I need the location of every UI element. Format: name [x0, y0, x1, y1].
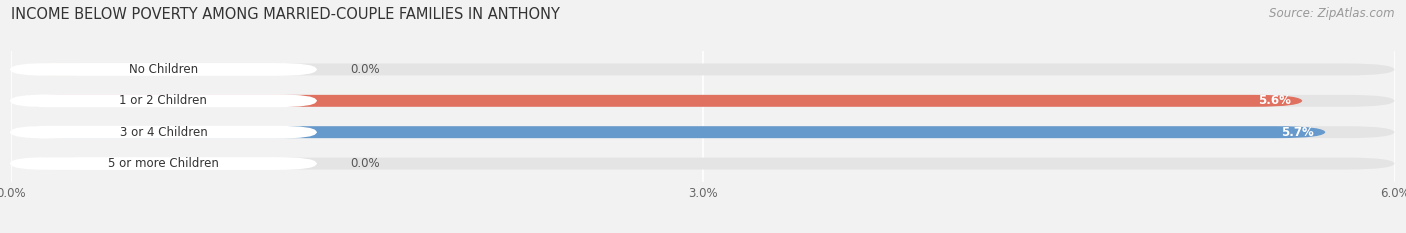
FancyBboxPatch shape — [11, 95, 1395, 107]
FancyBboxPatch shape — [11, 158, 108, 170]
Text: INCOME BELOW POVERTY AMONG MARRIED-COUPLE FAMILIES IN ANTHONY: INCOME BELOW POVERTY AMONG MARRIED-COUPL… — [11, 7, 560, 22]
Text: Source: ZipAtlas.com: Source: ZipAtlas.com — [1270, 7, 1395, 20]
Text: 1 or 2 Children: 1 or 2 Children — [120, 94, 207, 107]
Text: 0.0%: 0.0% — [350, 63, 380, 76]
FancyBboxPatch shape — [11, 64, 108, 75]
Text: 0.0%: 0.0% — [350, 157, 380, 170]
Text: 5.7%: 5.7% — [1281, 126, 1315, 139]
FancyBboxPatch shape — [11, 96, 315, 106]
FancyBboxPatch shape — [11, 158, 1395, 170]
FancyBboxPatch shape — [11, 64, 315, 75]
Text: 3 or 4 Children: 3 or 4 Children — [120, 126, 207, 139]
FancyBboxPatch shape — [11, 158, 315, 169]
FancyBboxPatch shape — [11, 127, 315, 137]
FancyBboxPatch shape — [11, 126, 1326, 138]
FancyBboxPatch shape — [11, 95, 1302, 107]
FancyBboxPatch shape — [11, 126, 1395, 138]
FancyBboxPatch shape — [11, 64, 1395, 75]
Text: 5 or more Children: 5 or more Children — [108, 157, 219, 170]
Text: No Children: No Children — [129, 63, 198, 76]
Text: 5.6%: 5.6% — [1258, 94, 1291, 107]
